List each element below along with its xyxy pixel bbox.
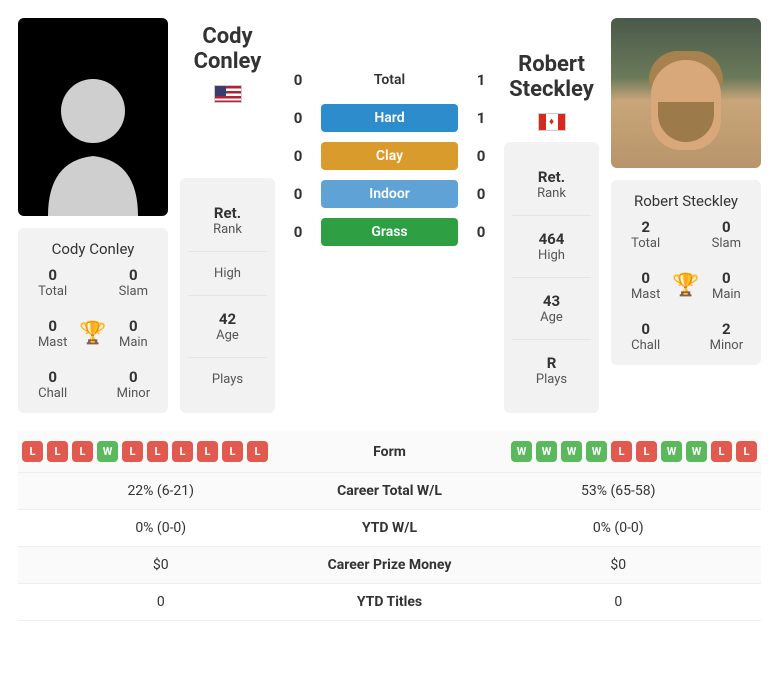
h2h-right: 1	[470, 71, 492, 89]
h2h-left: 0	[287, 223, 309, 241]
form-pill[interactable]: L	[611, 441, 632, 462]
comparison-label: YTD Titles	[300, 594, 480, 610]
h2h-surface-label: Grass	[321, 218, 458, 246]
comparison-label: Career Prize Money	[300, 557, 480, 573]
form-pill[interactable]: L	[172, 441, 193, 462]
comparison-label: YTD W/L	[300, 520, 480, 536]
player2-stat-card: Robert Steckley 2 Total 0 Slam 0 Mast	[611, 180, 761, 365]
p1-age: 42 Age	[188, 296, 267, 358]
h2h-surface-label: Indoor	[321, 180, 458, 208]
p2-minor: 2 Minor	[700, 320, 753, 353]
silhouette-icon	[33, 56, 153, 216]
comparison-left: 22% (6-21)	[22, 483, 300, 499]
h2h-left: 0	[287, 185, 309, 203]
h2h-right: 0	[470, 223, 492, 241]
h2h-surface-label: Clay	[321, 142, 458, 170]
p1-total: 0 Total	[26, 266, 79, 299]
h2h-center: 0 Total 1 0 Hard 1 0 Clay 0 0 Indoor 0 0 Grass 0	[287, 18, 492, 413]
form-pill[interactable]: W	[511, 441, 532, 462]
comparison-right: 0	[480, 594, 758, 610]
comparison-label: Career Total W/L	[300, 483, 480, 499]
h2h-right: 0	[470, 147, 492, 165]
player2-photo	[611, 18, 761, 168]
comparison-row: 0% (0-0)YTD W/L0% (0-0)	[18, 510, 761, 547]
h2h-row-indoor: 0 Indoor 0	[287, 180, 492, 208]
comparison-left: 0	[22, 594, 300, 610]
form-pill[interactable]: W	[686, 441, 707, 462]
h2h-surface-label: Hard	[321, 104, 458, 132]
form-pill[interactable]: L	[47, 441, 68, 462]
player1-photo	[18, 18, 168, 216]
form-pill[interactable]: L	[122, 441, 143, 462]
p1-plays: Plays	[188, 358, 267, 401]
p1-slam: 0 Slam	[107, 266, 160, 299]
player1-card-name: Cody Conley	[26, 240, 160, 258]
form-pill[interactable]: L	[636, 441, 657, 462]
h2h-left: 0	[287, 71, 309, 89]
h2h-right: 0	[470, 185, 492, 203]
form-pill[interactable]: L	[247, 441, 268, 462]
p1-main: 0 Main	[107, 317, 160, 350]
h2h-row-hard: 0 Hard 1	[287, 104, 492, 132]
h2h-right: 1	[470, 109, 492, 127]
player2-form: WWWWLLWWLL	[480, 441, 758, 462]
p2-main: 0 Main	[700, 269, 753, 302]
player1-flag	[180, 84, 275, 108]
h2h-row-clay: 0 Clay 0	[287, 142, 492, 170]
form-pill[interactable]: W	[536, 441, 557, 462]
p2-high: 464 High	[512, 216, 591, 278]
player1-form: LLLWLLLLLL	[22, 441, 300, 462]
p2-rank: Ret. Rank	[512, 154, 591, 216]
h2h-left: 0	[287, 109, 309, 127]
p2-slam: 0 Slam	[700, 218, 753, 251]
player1-name[interactable]: Cody Conley	[180, 24, 275, 74]
form-pill[interactable]: L	[736, 441, 757, 462]
comparison-left: 0% (0-0)	[22, 520, 300, 536]
form-pill[interactable]: L	[22, 441, 43, 462]
comparison-left: $0	[22, 557, 300, 573]
trophy-icon: 🏆	[79, 321, 106, 346]
p2-mast: 0 Mast	[619, 269, 672, 302]
h2h-row-total: 0 Total 1	[287, 66, 492, 94]
comparison-row: 0YTD Titles0	[18, 584, 761, 621]
p1-rank: Ret. Rank	[188, 190, 267, 252]
p2-chall: 0 Chall	[619, 320, 672, 353]
p2-total: 2 Total	[619, 218, 672, 251]
form-pill[interactable]: W	[97, 441, 118, 462]
player1-stat-card: Cody Conley 0 Total 0 Slam 0 Mast	[18, 228, 168, 413]
form-pill[interactable]: L	[197, 441, 218, 462]
comparison-right: 0% (0-0)	[480, 520, 758, 536]
p1-high: High	[188, 252, 267, 296]
form-pill[interactable]: L	[222, 441, 243, 462]
player2-flag: ♦	[504, 112, 599, 136]
p2-plays: R Plays	[512, 340, 591, 401]
player2-card-name: Robert Steckley	[619, 192, 753, 210]
trophy-icon: 🏆	[672, 273, 699, 298]
form-pill[interactable]: L	[72, 441, 93, 462]
form-pill[interactable]: W	[661, 441, 682, 462]
form-pill[interactable]: W	[586, 441, 607, 462]
player2-info-card: Ret. Rank 464 High 43 Age R Plays	[504, 142, 599, 413]
h2h-surface-label: Total	[321, 66, 458, 94]
h2h-left: 0	[287, 147, 309, 165]
comparison-row: 22% (6-21)Career Total W/L53% (65-58)	[18, 473, 761, 510]
h2h-row-grass: 0 Grass 0	[287, 218, 492, 246]
comparison-table: LLLWLLLLLL Form WWWWLLWWLL 22% (6-21)Car…	[18, 431, 761, 621]
form-pill[interactable]: L	[147, 441, 168, 462]
form-pill[interactable]: W	[561, 441, 582, 462]
player1-info-card: Ret. Rank High 42 Age Plays	[180, 178, 275, 413]
comparison-row: $0Career Prize Money$0	[18, 547, 761, 584]
comparison-right: 53% (65-58)	[480, 483, 758, 499]
form-pill[interactable]: L	[711, 441, 732, 462]
p2-age: 43 Age	[512, 278, 591, 340]
player2-name[interactable]: Robert Steckley	[504, 52, 599, 102]
comparison-right: $0	[480, 557, 758, 573]
p1-minor: 0 Minor	[107, 368, 160, 401]
p1-chall: 0 Chall	[26, 368, 79, 401]
form-label: Form	[300, 444, 480, 460]
p1-mast: 0 Mast	[26, 317, 79, 350]
